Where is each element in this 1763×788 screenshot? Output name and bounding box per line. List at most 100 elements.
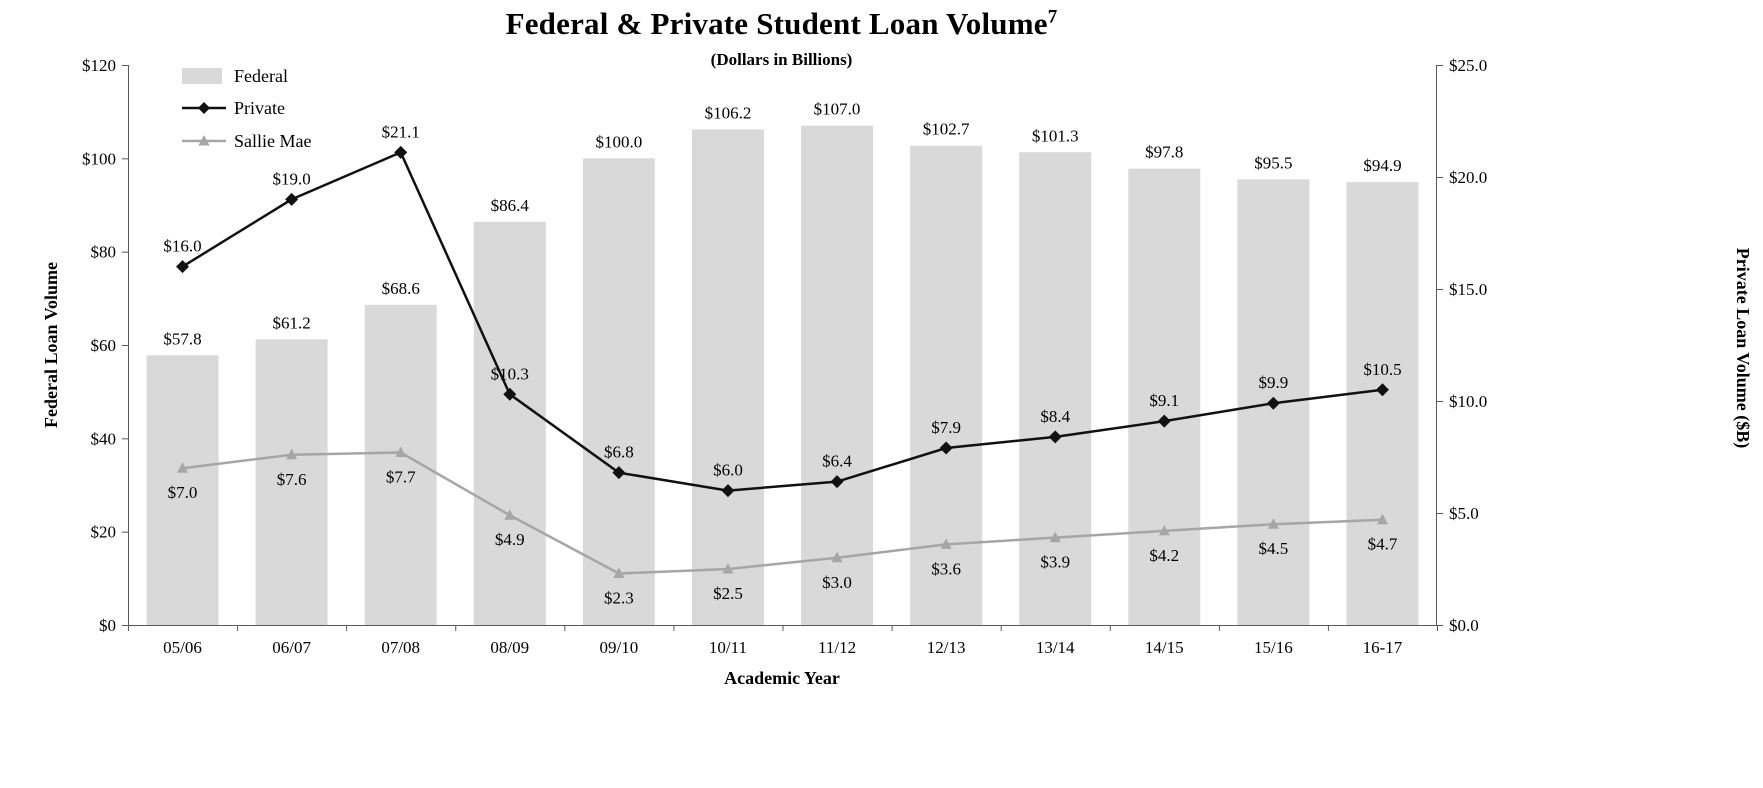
chart-title: Federal & Private Student Loan Volume7 — [0, 6, 1563, 42]
salliemae-marker — [1267, 518, 1279, 529]
federal-bar — [1019, 152, 1092, 625]
federal-value-label: $102.7 — [923, 120, 970, 139]
salliemae-value-label: $3.9 — [1040, 553, 1070, 572]
left-tick-label: $60 — [91, 336, 117, 355]
left-tick-label: $0 — [99, 616, 116, 635]
category-label: 09/10 — [600, 638, 639, 657]
federal-bar — [146, 355, 219, 625]
legend-swatch-federal — [182, 68, 222, 84]
category-label: 10/11 — [709, 638, 747, 657]
private-value-label: $6.8 — [604, 443, 634, 462]
federal-bar — [691, 129, 764, 625]
salliemae-marker — [504, 509, 516, 520]
private-value-label: $6.4 — [822, 452, 852, 471]
axis-lines — [122, 65, 1443, 631]
category-label: 11/12 — [818, 638, 856, 657]
salliemae-value-label: $3.0 — [822, 573, 852, 592]
private-marker — [939, 441, 953, 455]
salliemae-value-label: $7.0 — [168, 483, 198, 502]
salliemae-value-label: $7.7 — [386, 468, 416, 487]
right-tick-label: $20.0 — [1449, 168, 1487, 187]
private-marker — [1266, 396, 1280, 410]
private-series: $16.0 $19.0 $21.1 $10.3 $6.8 $6.0 $6.4 $7.9 $8.4… — [163, 122, 1402, 498]
private-marker — [1157, 414, 1171, 428]
left-tick-label: $120 — [82, 56, 116, 75]
legend-diamond-marker — [198, 102, 210, 114]
private-value-label: $10.5 — [1363, 360, 1401, 379]
right-tick-label: $15.0 — [1449, 280, 1487, 299]
x-axis-title: Academic Year — [724, 668, 840, 688]
right-tick-label: $0.0 — [1449, 616, 1479, 635]
category-label: 12/13 — [927, 638, 966, 657]
federal-value-label: $106.2 — [705, 103, 752, 122]
left-tick-label: $40 — [91, 429, 117, 448]
category-label: 16-17 — [1363, 638, 1403, 657]
category-label: 07/08 — [381, 638, 420, 657]
chart-subtitle: (Dollars in Billions) — [710, 50, 853, 69]
salliemae-marker — [722, 563, 734, 574]
legend-label: Private — [234, 98, 285, 118]
federal-bar — [1128, 168, 1201, 625]
private-value-label: $10.3 — [491, 364, 529, 383]
salliemae-marker — [395, 446, 407, 458]
private-marker — [1375, 383, 1389, 397]
private-marker — [503, 387, 517, 401]
salliemae-series: $7.0 $7.6 $7.7 $4.9 $2.3 $2.5 $3.0 $3.6 $3.9 $4.2… — [168, 446, 1398, 607]
federal-value-label: $86.4 — [491, 196, 530, 215]
federal-value-label: $61.2 — [273, 313, 311, 332]
private-line — [181, 150, 1383, 492]
chart-title-footnote: 7 — [1047, 6, 1058, 28]
federal-value-label: $95.5 — [1254, 153, 1292, 172]
legend: Federal Private Sallie Mae — [182, 66, 311, 151]
private-value-label: $8.4 — [1040, 407, 1070, 426]
category-label: 05/06 — [163, 638, 202, 657]
tick-labels: $0 $20 $40 $60 $80 $100 $120 $0.0 $5.0 $10.0 $15.0… — [82, 56, 1487, 657]
federal-value-label: $107.0 — [814, 100, 861, 119]
private-marker — [1048, 430, 1062, 444]
federal-value-labels: $57.8 $61.2 $68.6 $86.4 $100.0 $106.2 $107.0 $1… — [163, 100, 1401, 349]
category-label: 08/09 — [490, 638, 529, 657]
federal-value-label: $57.8 — [163, 329, 201, 348]
federal-value-label: $94.9 — [1363, 156, 1401, 175]
private-marker — [285, 192, 299, 206]
salliemae-marker — [1376, 513, 1388, 525]
legend-triangle-marker — [198, 135, 210, 146]
federal-bar — [801, 125, 874, 626]
salliemae-value-label: $7.6 — [277, 470, 307, 489]
right-tick-label: $5.0 — [1449, 504, 1479, 523]
private-value-label: $9.9 — [1259, 373, 1289, 392]
salliemae-marker — [1049, 531, 1061, 543]
legend-label: Sallie Mae — [234, 131, 311, 151]
private-value-label: $19.0 — [273, 169, 311, 188]
chart-title-text: Federal & Private Student Loan Volume — [505, 6, 1048, 41]
federal-bar — [582, 158, 655, 626]
federal-bar — [364, 304, 437, 625]
category-label: 13/14 — [1036, 638, 1075, 657]
salliemae-marker — [940, 538, 952, 549]
private-marker — [394, 145, 408, 159]
salliemae-marker — [831, 551, 843, 563]
private-marker — [830, 475, 844, 489]
salliemae-line — [182, 451, 1383, 575]
category-label: 06/07 — [272, 638, 311, 657]
right-tick-label: $10.0 — [1449, 392, 1487, 411]
federal-bar — [255, 339, 328, 625]
salliemae-value-label: $3.6 — [931, 559, 961, 578]
salliemae-value-label: $2.5 — [713, 584, 743, 603]
salliemae-marker — [286, 448, 298, 460]
federal-value-label: $100.0 — [596, 132, 643, 151]
salliemae-marker — [613, 567, 625, 578]
left-tick-label: $20 — [91, 523, 117, 542]
private-value-label: $6.0 — [713, 461, 743, 480]
right-axis-title: Private Loan Volume ($B) — [1732, 248, 1753, 449]
private-marker — [612, 466, 626, 480]
left-tick-label: $80 — [91, 243, 117, 262]
category-label: 14/15 — [1145, 638, 1184, 657]
left-tick-label: $100 — [82, 149, 116, 168]
private-marker — [176, 260, 190, 274]
salliemae-value-label: $4.5 — [1259, 539, 1289, 558]
category-label: 15/16 — [1254, 638, 1293, 657]
legend-label: Federal — [234, 66, 288, 86]
